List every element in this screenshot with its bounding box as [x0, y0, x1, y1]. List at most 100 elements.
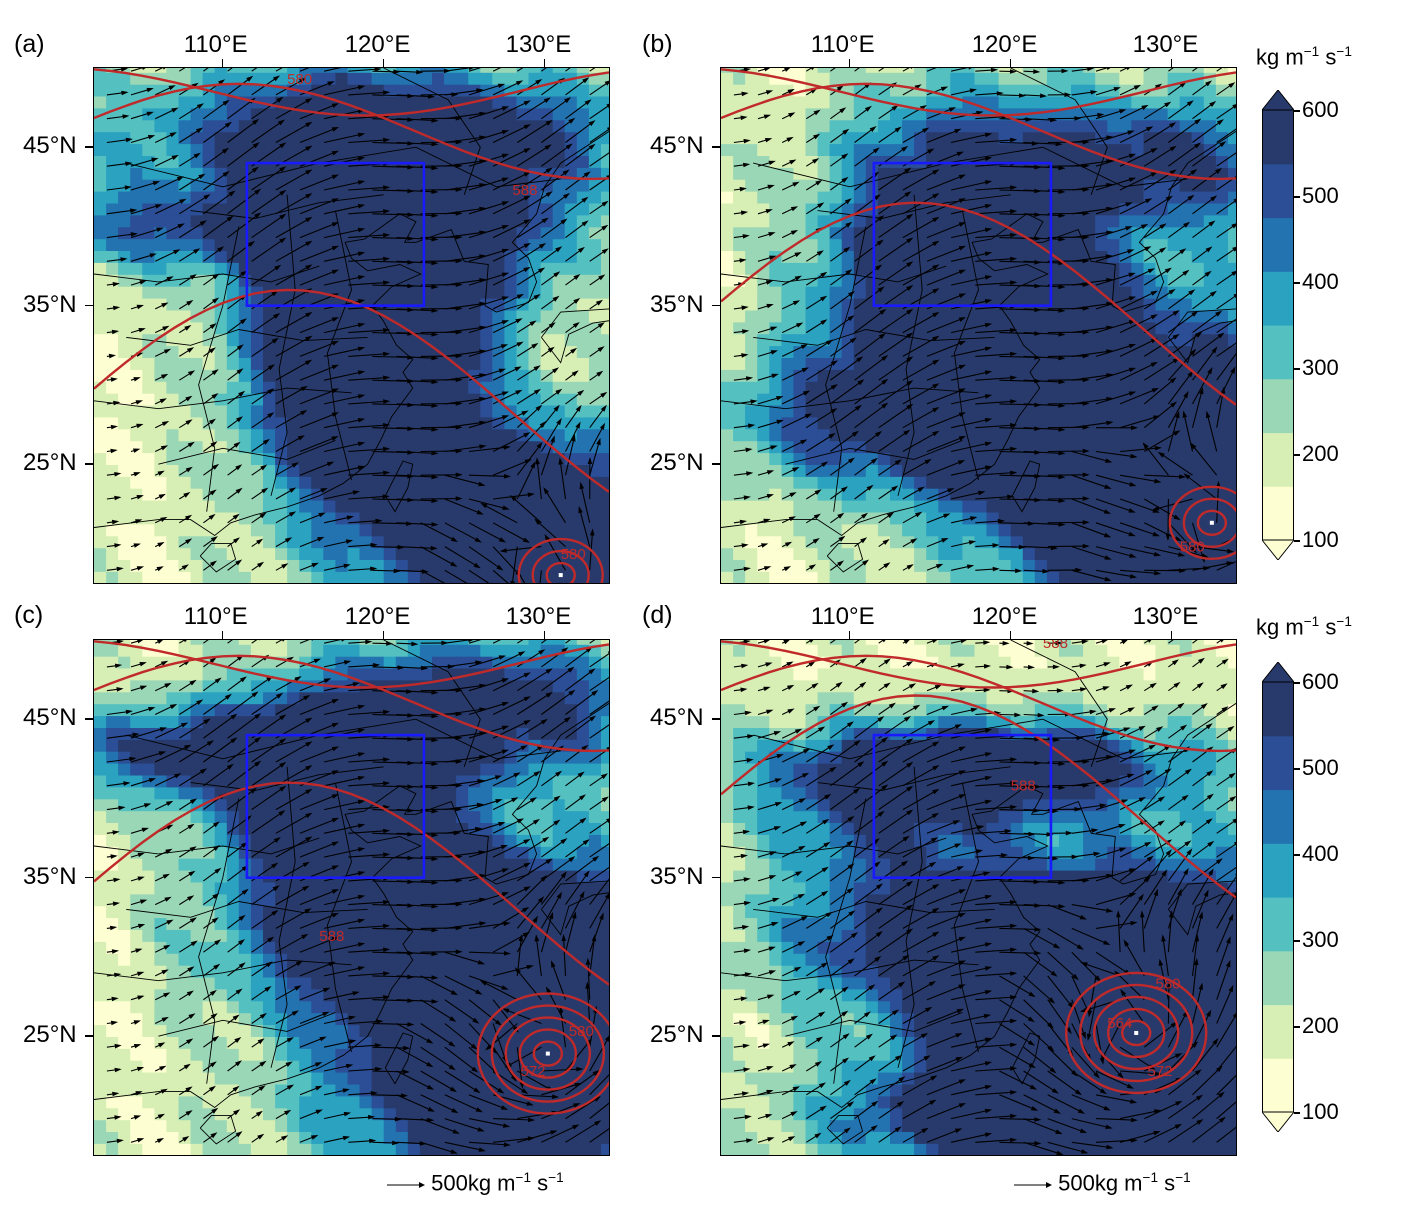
lon-tick: [382, 59, 385, 67]
contour-label: 580: [561, 546, 586, 563]
lon-tick: [848, 631, 851, 639]
colorbar-tick-label: 500: [1302, 755, 1339, 780]
lat-tick-label-45: 45°N: [650, 132, 704, 160]
contour-label: 588: [1043, 640, 1068, 652]
lat-tick: [85, 463, 93, 465]
colorbar-unit-top: kg m−1 s−1: [1256, 44, 1352, 70]
contour-label: 572: [1148, 1063, 1173, 1080]
ivt-vectors: [106, 640, 609, 1154]
geopotential-contours: [721, 68, 1236, 560]
lon-tick: [221, 631, 224, 639]
lon-tick: [221, 59, 224, 67]
lat-tick: [85, 876, 93, 879]
map-panel-d: 588 588 580 572 564: [720, 639, 1237, 1156]
panel-label-a: (a): [14, 30, 45, 58]
lon-tick: [1170, 59, 1173, 67]
panel-label-c: (c): [14, 601, 44, 629]
reference-vector-right: 500kg m−1 s−1: [1012, 1170, 1191, 1196]
ivt-shading: [94, 68, 609, 583]
lat-tick: [85, 718, 93, 720]
colorbar-tick-label: 200: [1302, 441, 1339, 466]
colorbar-tick: [1294, 110, 1300, 112]
colorbar-tick-label: 600: [1302, 669, 1339, 694]
lat-tick-label-35: 35°N: [650, 290, 704, 318]
colorbar-tick-label: 100: [1302, 1099, 1339, 1124]
panel-label-b: (b): [642, 30, 673, 58]
colorbar-tick: [1294, 1112, 1300, 1114]
lon-tick-label-130: 130°E: [1132, 31, 1199, 58]
lat-tick: [85, 1035, 93, 1037]
lon-tick-label-120: 120°E: [344, 603, 411, 630]
colorbar-tick: [1294, 196, 1300, 198]
colorbar-tick: [1294, 682, 1300, 684]
panel-label-d: (d): [642, 601, 673, 629]
cyclone-center-icon: [545, 1051, 550, 1056]
lat-tick-label-25: 25°N: [650, 1021, 704, 1049]
cyclone-center-icon: [1209, 520, 1214, 525]
lon-tick: [1170, 631, 1173, 639]
lat-tick-label-45: 45°N: [23, 132, 77, 160]
lon-tick-label-120: 120°E: [344, 31, 411, 58]
map-panel-a: 580 588 580: [93, 67, 610, 584]
colorbar-tick-label: 400: [1302, 269, 1339, 294]
lon-tick: [543, 631, 546, 639]
cyclone-center-icon: [1134, 1030, 1139, 1035]
lat-tick-label-35: 35°N: [23, 862, 77, 890]
colorbar-tick-label: 300: [1302, 927, 1339, 952]
colorbar-tick-label: 400: [1302, 841, 1339, 866]
contour-label: 588: [319, 928, 344, 945]
reference-arrow-icon: [1014, 1181, 1052, 1188]
colorbar-bottom: [1262, 662, 1294, 1132]
lat-tick: [712, 876, 720, 879]
lat-tick-label-25: 25°N: [650, 449, 704, 477]
lat-tick: [712, 463, 720, 465]
colorbar-tick-label: 200: [1302, 1013, 1339, 1038]
colorbar-tick: [1294, 540, 1300, 542]
lon-tick-label-110: 110°E: [183, 603, 248, 630]
lon-tick: [1009, 59, 1012, 67]
lon-tick: [382, 631, 385, 639]
colorbar-tick: [1294, 454, 1300, 456]
colorbar-tick: [1294, 1026, 1300, 1028]
contour-label: 580: [1180, 538, 1205, 555]
lon-tick-label-120: 120°E: [971, 603, 1038, 630]
lon-tick-label-110: 110°E: [810, 603, 875, 630]
colorbar-tick: [1294, 768, 1300, 770]
lat-tick: [712, 304, 720, 307]
lat-tick: [85, 304, 93, 307]
colorbar-tick: [1294, 282, 1300, 284]
study-region-box: [245, 161, 426, 307]
colorbar-tick-label: 300: [1302, 355, 1339, 380]
lon-tick-label-130: 130°E: [505, 603, 572, 630]
coastlines: [721, 640, 1236, 1145]
contour-label: 564: [1107, 1015, 1132, 1032]
colorbar-tick: [1294, 368, 1300, 370]
lat-tick-label-35: 35°N: [23, 290, 77, 318]
geopotential-contours: [94, 68, 609, 583]
reference-arrow-icon: [387, 1181, 425, 1188]
geopotential-contours: [94, 640, 609, 1115]
colorbar-tick-label: 100: [1302, 527, 1339, 552]
lon-tick-label-110: 110°E: [183, 31, 248, 58]
lat-tick: [712, 146, 720, 148]
lat-tick-label-45: 45°N: [23, 704, 77, 732]
map-panel-b: 580: [720, 67, 1237, 584]
colorbar-tick: [1294, 854, 1300, 856]
colorbar-tick-label: 600: [1302, 97, 1339, 122]
lon-tick-label-130: 130°E: [1132, 603, 1199, 630]
contour-label: 588: [512, 182, 537, 199]
lat-tick: [712, 718, 720, 720]
lon-tick: [848, 59, 851, 67]
lon-tick: [1009, 631, 1012, 639]
geopotential-contours: [721, 640, 1236, 1095]
lat-tick: [712, 1035, 720, 1037]
lon-tick-label-110: 110°E: [810, 31, 875, 58]
lon-tick: [543, 59, 546, 67]
contour-labels: 588 580 572: [319, 928, 594, 1080]
colorbar-unit-bottom: kg m−1 s−1: [1256, 614, 1352, 640]
colorbar-tick: [1294, 940, 1300, 942]
ivt-vectors: [733, 68, 1236, 582]
study-region-box: [872, 733, 1053, 879]
contour-label: 580: [1156, 976, 1181, 993]
reference-vector-left: 500kg m−1 s−1: [385, 1170, 564, 1196]
